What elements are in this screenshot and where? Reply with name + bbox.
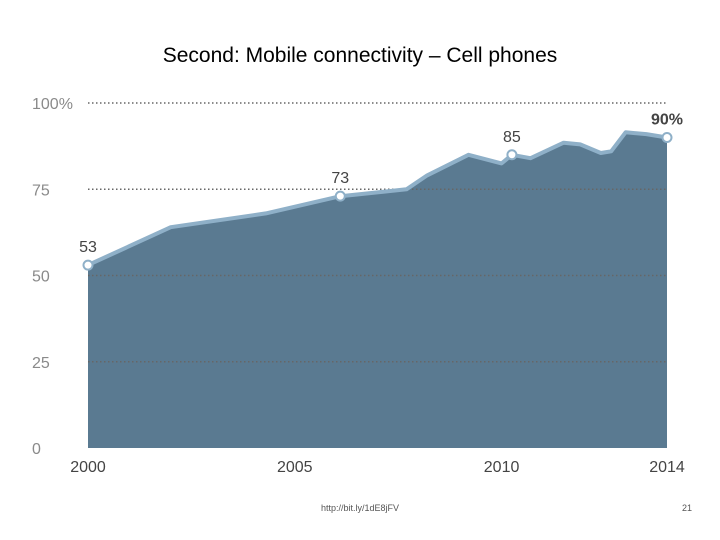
slide-title: Second: Mobile connectivity – Cell phone… [162, 44, 558, 67]
data-point-marker [334, 190, 346, 202]
data-label: 53 [79, 239, 97, 256]
y-tick-label: 50 [32, 269, 50, 286]
y-tick-label: 100% [32, 96, 73, 113]
x-tick-label: 2010 [484, 459, 520, 476]
footer-url[interactable]: http://bit.ly/1dE8jFV [320, 503, 400, 513]
data-point-marker [661, 132, 673, 143]
y-tick-label: 75 [32, 182, 50, 199]
y-tick-label: 25 [32, 355, 50, 372]
x-tick-label: 2000 [70, 459, 106, 476]
page-number: 21 [681, 503, 692, 513]
data-point-marker [506, 149, 518, 161]
data-label: 90% [651, 112, 683, 129]
data-point-marker [82, 259, 94, 271]
data-label: 85 [503, 129, 521, 146]
y-tick-label: 0 [32, 441, 41, 458]
x-tick-label: 2014 [649, 459, 685, 476]
x-tick-label: 2005 [277, 459, 313, 476]
data-label: 73 [331, 170, 349, 187]
area-fill [88, 132, 667, 449]
